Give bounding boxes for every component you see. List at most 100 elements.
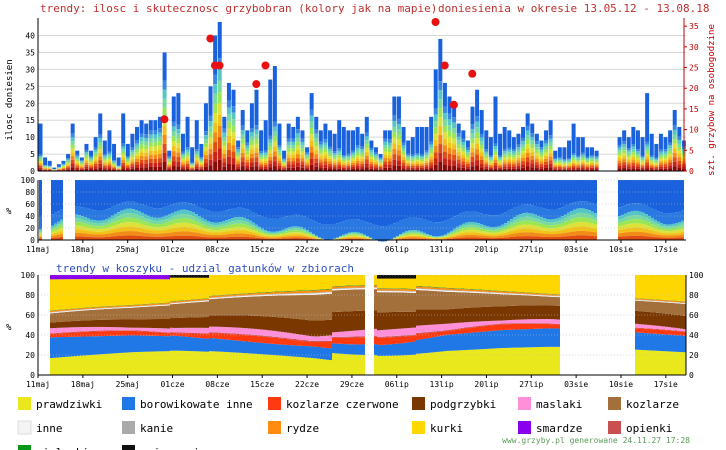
count-bar-segment	[102, 159, 107, 161]
share-band	[237, 223, 240, 227]
count-bar-segment	[341, 156, 346, 159]
count-bar-segment	[645, 168, 650, 171]
basket-band	[83, 279, 86, 308]
count-bar-segment	[213, 122, 218, 133]
count-bar-segment	[328, 153, 333, 157]
basket-band	[68, 321, 71, 328]
basket-band	[389, 291, 392, 293]
share-band	[348, 238, 351, 240]
count-bar-segment	[521, 141, 526, 145]
share-band	[174, 227, 177, 232]
share-band	[219, 224, 222, 228]
share-band	[441, 236, 444, 237]
share-band	[441, 236, 444, 238]
share-band	[183, 214, 186, 219]
share-band	[216, 180, 219, 212]
count-bar-segment	[658, 149, 663, 152]
basket-band	[332, 336, 335, 338]
count-bar-segment	[484, 151, 489, 154]
count-bar-segment	[213, 84, 218, 94]
count-bar-segment	[447, 136, 452, 143]
share-band	[132, 222, 135, 227]
share-band	[636, 180, 639, 204]
basket-band	[71, 311, 74, 322]
basket-band	[242, 275, 245, 294]
efficiency-point	[468, 69, 477, 78]
basket-band	[329, 335, 332, 341]
count-bar-segment	[332, 157, 337, 160]
count-bar-segment	[341, 163, 346, 165]
share-band	[198, 229, 201, 234]
count-bar-segment	[507, 149, 512, 153]
share-band	[201, 221, 204, 225]
share-band	[678, 180, 681, 212]
basket-band	[266, 295, 269, 317]
basket-band	[158, 305, 161, 306]
share-band	[450, 237, 453, 239]
basket-band	[293, 345, 296, 357]
count-bar-segment	[162, 125, 167, 135]
share-band	[222, 180, 225, 211]
basket-band	[140, 307, 143, 320]
share-band	[312, 180, 315, 221]
basket-band	[329, 342, 332, 349]
count-bar-segment	[203, 103, 208, 132]
count-bar-segment	[424, 158, 429, 161]
count-bar-segment	[383, 154, 388, 159]
count-bar-segment	[525, 134, 530, 140]
count-bar-segment	[167, 166, 172, 169]
basket-band	[320, 289, 323, 293]
share-band	[192, 224, 195, 229]
share-band	[300, 230, 303, 233]
share-band	[54, 228, 57, 231]
basket-band	[299, 290, 302, 292]
share-band	[219, 180, 222, 212]
basket-band	[314, 289, 317, 291]
share-band	[504, 212, 507, 224]
basket-band	[83, 336, 86, 356]
count-bar-segment	[185, 168, 190, 171]
count-bar-segment	[93, 163, 98, 167]
share-band	[654, 228, 657, 232]
share-band	[576, 222, 579, 227]
count-bar-segment	[314, 116, 319, 130]
basket-band	[191, 333, 194, 338]
basket-band	[392, 344, 395, 356]
share-band	[504, 223, 507, 226]
count-bar-segment	[511, 166, 516, 169]
share-band	[345, 236, 348, 238]
share-band	[360, 236, 363, 238]
share-band	[522, 213, 525, 217]
basket-band	[341, 289, 344, 312]
count-bar-segment	[585, 157, 590, 160]
count-bar-segment	[84, 152, 89, 155]
share-band	[300, 236, 303, 239]
share-band	[456, 232, 459, 235]
basket-band	[56, 310, 59, 312]
basket-band	[56, 311, 59, 313]
share-band	[177, 210, 180, 215]
basket-band	[98, 336, 101, 355]
basket-band	[86, 326, 89, 332]
basket-band	[236, 297, 239, 316]
share-band	[639, 180, 642, 204]
basket-band	[269, 292, 272, 295]
share-band	[561, 207, 564, 217]
share-band	[297, 226, 300, 229]
share-band	[660, 212, 663, 224]
share-band	[225, 220, 228, 224]
share-band	[534, 232, 537, 237]
share-band	[90, 209, 93, 220]
count-bar-segment	[112, 143, 117, 161]
basket-band	[185, 303, 188, 318]
share-band	[225, 223, 228, 226]
share-band	[276, 236, 279, 238]
share-band	[189, 219, 192, 224]
count-bar-segment	[277, 165, 282, 169]
panel-2-x-tick-label: 18maj	[71, 245, 95, 254]
basket-band	[227, 339, 230, 353]
share-band	[228, 209, 231, 220]
share-band	[624, 232, 627, 237]
share-band	[513, 207, 516, 218]
share-band	[639, 215, 642, 220]
